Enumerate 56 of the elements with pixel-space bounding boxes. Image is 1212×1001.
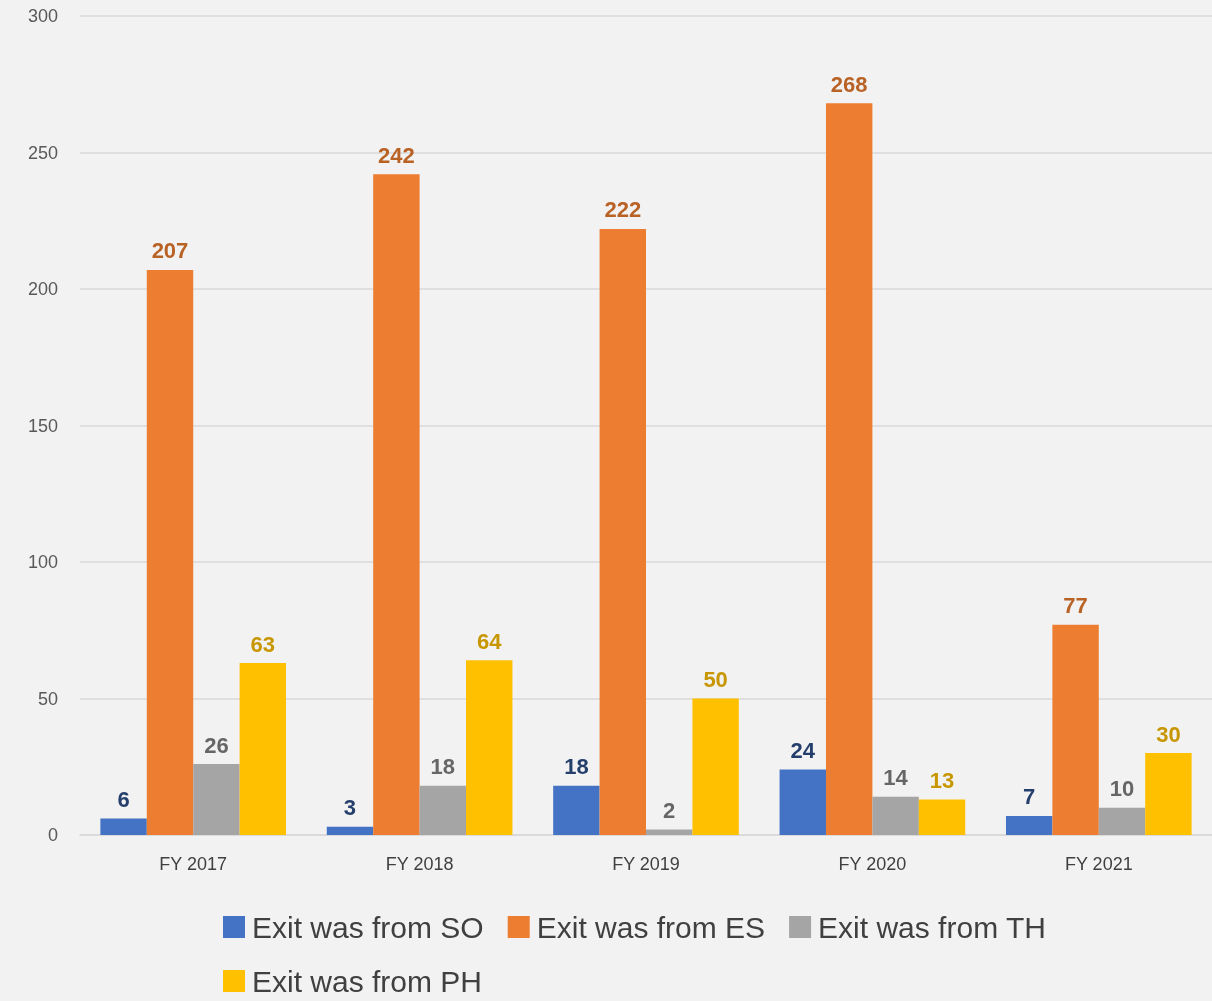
bar	[779, 769, 826, 835]
data-label: 2	[663, 798, 676, 824]
data-label: 18	[564, 754, 589, 780]
y-tick-label: 0	[47, 825, 58, 845]
x-tick-label: FY 2017	[159, 854, 228, 874]
x-tick-label: FY 2018	[385, 854, 454, 874]
y-tick-label: 100	[27, 552, 58, 572]
data-label: 13	[929, 768, 955, 794]
bar	[1145, 753, 1192, 835]
bar	[146, 269, 194, 835]
data-label: 268	[830, 71, 868, 97]
bar	[825, 103, 873, 835]
legend-label: Exit was from SO	[252, 910, 484, 944]
bar	[373, 174, 420, 835]
bar	[872, 796, 919, 835]
bar	[599, 228, 646, 835]
data-label: 7	[1023, 784, 1036, 810]
bar	[553, 785, 600, 835]
data-label: 63	[250, 631, 276, 657]
bar	[466, 660, 513, 835]
bar	[646, 829, 693, 835]
data-label: 18	[430, 754, 456, 780]
bar	[100, 818, 147, 835]
legend-label: Exit was from TH	[818, 910, 1046, 944]
y-tick-label: 250	[27, 142, 58, 163]
bar	[918, 799, 966, 835]
data-label: 3	[343, 795, 357, 821]
legend-label: Exit was from ES	[536, 910, 766, 944]
x-tick-label: FY 2020	[838, 854, 907, 874]
y-tick-label: 50	[37, 688, 58, 709]
y-tick-label: 150	[27, 415, 58, 436]
data-label: 24	[790, 737, 816, 763]
data-label: 77	[1063, 593, 1088, 619]
bar	[193, 764, 240, 835]
data-label: 14	[883, 765, 909, 791]
y-tick-label: 300	[27, 6, 58, 26]
legend-label: Exit was from PH	[252, 964, 483, 998]
bar	[1005, 815, 1053, 835]
bar	[326, 826, 374, 835]
bar	[239, 663, 287, 835]
bar	[1052, 624, 1099, 835]
data-label: 26	[204, 732, 229, 758]
data-label: 30	[1156, 721, 1181, 747]
data-label: 242	[378, 142, 415, 168]
x-tick-label: FY 2021	[1064, 854, 1133, 874]
data-label: 207	[151, 238, 189, 264]
data-label: 50	[703, 667, 728, 692]
bar	[692, 698, 739, 835]
data-label: 6	[117, 787, 130, 813]
data-label: 222	[604, 197, 642, 223]
bar	[419, 785, 467, 835]
bar	[1098, 807, 1146, 835]
data-label: 64	[476, 628, 503, 654]
y-tick-label: 200	[27, 279, 58, 299]
x-tick-label: FY 2019	[612, 854, 680, 874]
data-label: 10	[1109, 776, 1135, 802]
